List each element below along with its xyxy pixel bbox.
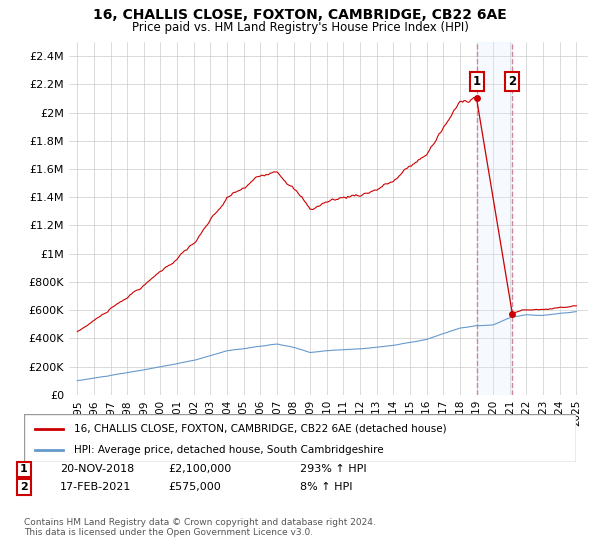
Text: £575,000: £575,000 xyxy=(168,482,221,492)
Text: £2,100,000: £2,100,000 xyxy=(168,464,231,474)
Text: 16, CHALLIS CLOSE, FOXTON, CAMBRIDGE, CB22 6AE (detached house): 16, CHALLIS CLOSE, FOXTON, CAMBRIDGE, CB… xyxy=(74,424,446,433)
Text: Price paid vs. HM Land Registry's House Price Index (HPI): Price paid vs. HM Land Registry's House … xyxy=(131,21,469,34)
Text: 2: 2 xyxy=(508,75,517,88)
FancyBboxPatch shape xyxy=(24,414,576,462)
Text: 16, CHALLIS CLOSE, FOXTON, CAMBRIDGE, CB22 6AE: 16, CHALLIS CLOSE, FOXTON, CAMBRIDGE, CB… xyxy=(93,8,507,22)
Bar xyxy=(476,42,512,395)
Text: 20-NOV-2018: 20-NOV-2018 xyxy=(60,464,134,474)
Text: 293% ↑ HPI: 293% ↑ HPI xyxy=(300,464,367,474)
Text: 1: 1 xyxy=(472,75,481,88)
Text: HPI: Average price, detached house, South Cambridgeshire: HPI: Average price, detached house, Sout… xyxy=(74,445,383,455)
Text: Contains HM Land Registry data © Crown copyright and database right 2024.
This d: Contains HM Land Registry data © Crown c… xyxy=(24,518,376,538)
Text: 2: 2 xyxy=(20,482,28,492)
Text: 1: 1 xyxy=(20,464,28,474)
Text: 8% ↑ HPI: 8% ↑ HPI xyxy=(300,482,353,492)
Text: 17-FEB-2021: 17-FEB-2021 xyxy=(60,482,131,492)
